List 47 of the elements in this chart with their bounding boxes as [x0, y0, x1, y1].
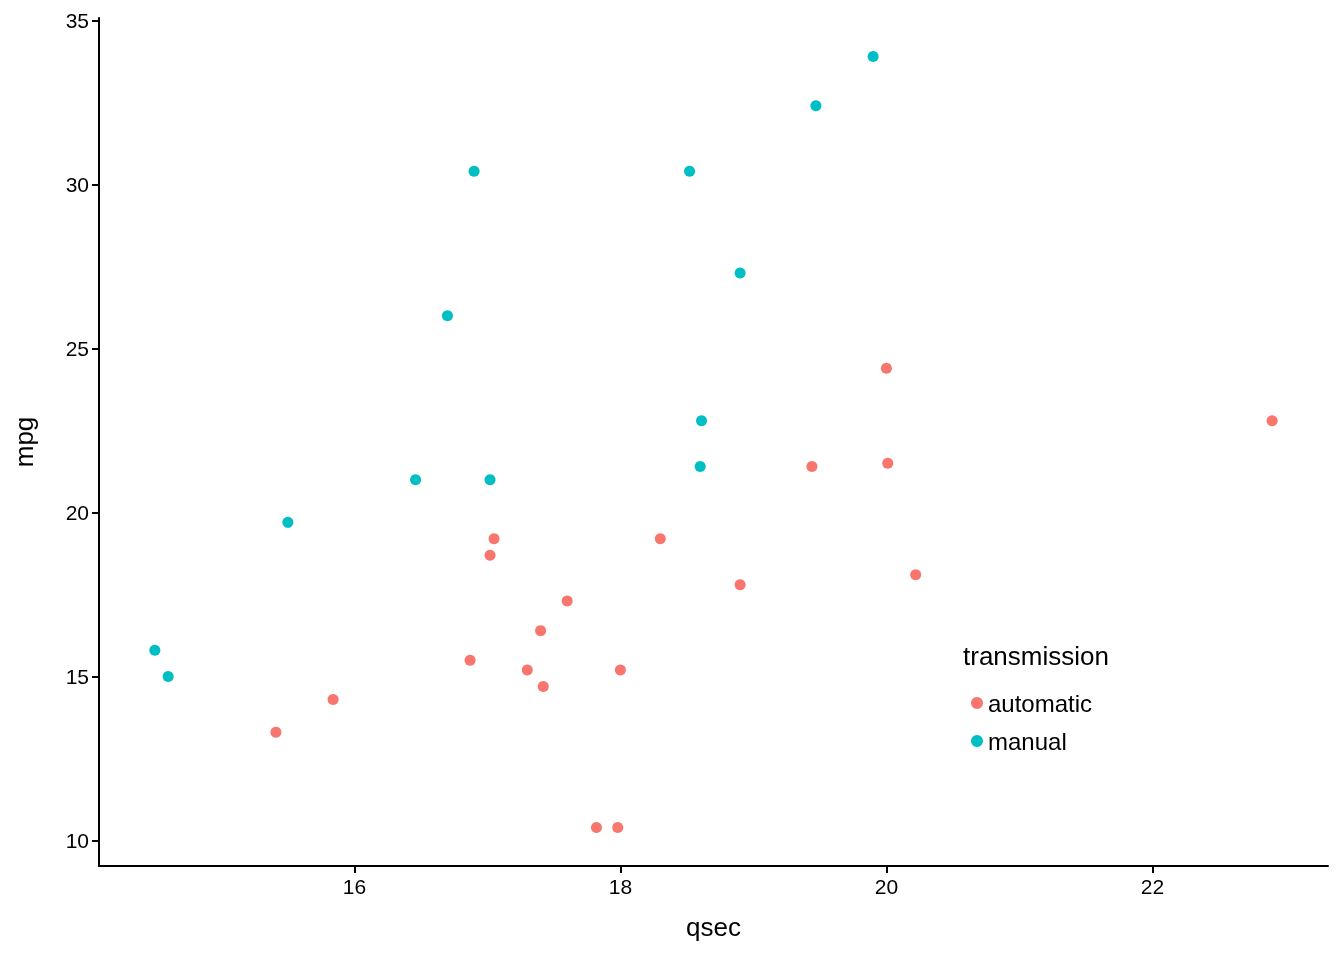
y-tick-label: 30 [65, 172, 89, 196]
point [488, 533, 500, 545]
x-tick-label: 16 [342, 875, 367, 898]
point [654, 533, 666, 545]
legend-title: transmission [963, 641, 1109, 671]
point [270, 726, 282, 738]
point [684, 165, 696, 177]
x-axis-title: qsec [686, 912, 741, 942]
y-tick-label: 35 [65, 8, 89, 32]
point [484, 474, 496, 486]
y-tick-label: 10 [65, 829, 89, 853]
point [1266, 415, 1278, 427]
point [734, 579, 746, 591]
point [537, 680, 549, 692]
point [880, 362, 892, 374]
point [561, 595, 573, 607]
point [327, 694, 339, 706]
legend-label: manual [988, 727, 1067, 755]
point [535, 625, 547, 637]
y-tick-label: 15 [65, 665, 89, 689]
point [614, 664, 626, 676]
point [521, 664, 533, 676]
legend-label: automatic [988, 689, 1093, 717]
point [590, 821, 602, 833]
point [910, 569, 922, 581]
point [696, 415, 708, 427]
y-tick-label: 20 [65, 501, 89, 525]
y-tick-label: 25 [65, 337, 89, 361]
point [734, 267, 746, 279]
x-tick-label: 20 [874, 875, 899, 898]
point [162, 671, 174, 683]
y-axis-title: mpg [9, 416, 39, 468]
point [282, 516, 294, 528]
point [810, 100, 822, 112]
point [468, 165, 480, 177]
point [149, 644, 161, 656]
point [410, 474, 422, 486]
point [867, 51, 879, 63]
point [694, 461, 706, 473]
point [806, 461, 818, 473]
point [441, 310, 453, 322]
x-tick-label: 22 [1140, 875, 1165, 898]
x-tick-label: 18 [608, 875, 633, 898]
point [882, 457, 894, 469]
point [612, 821, 624, 833]
point [484, 549, 496, 561]
point [464, 654, 476, 666]
